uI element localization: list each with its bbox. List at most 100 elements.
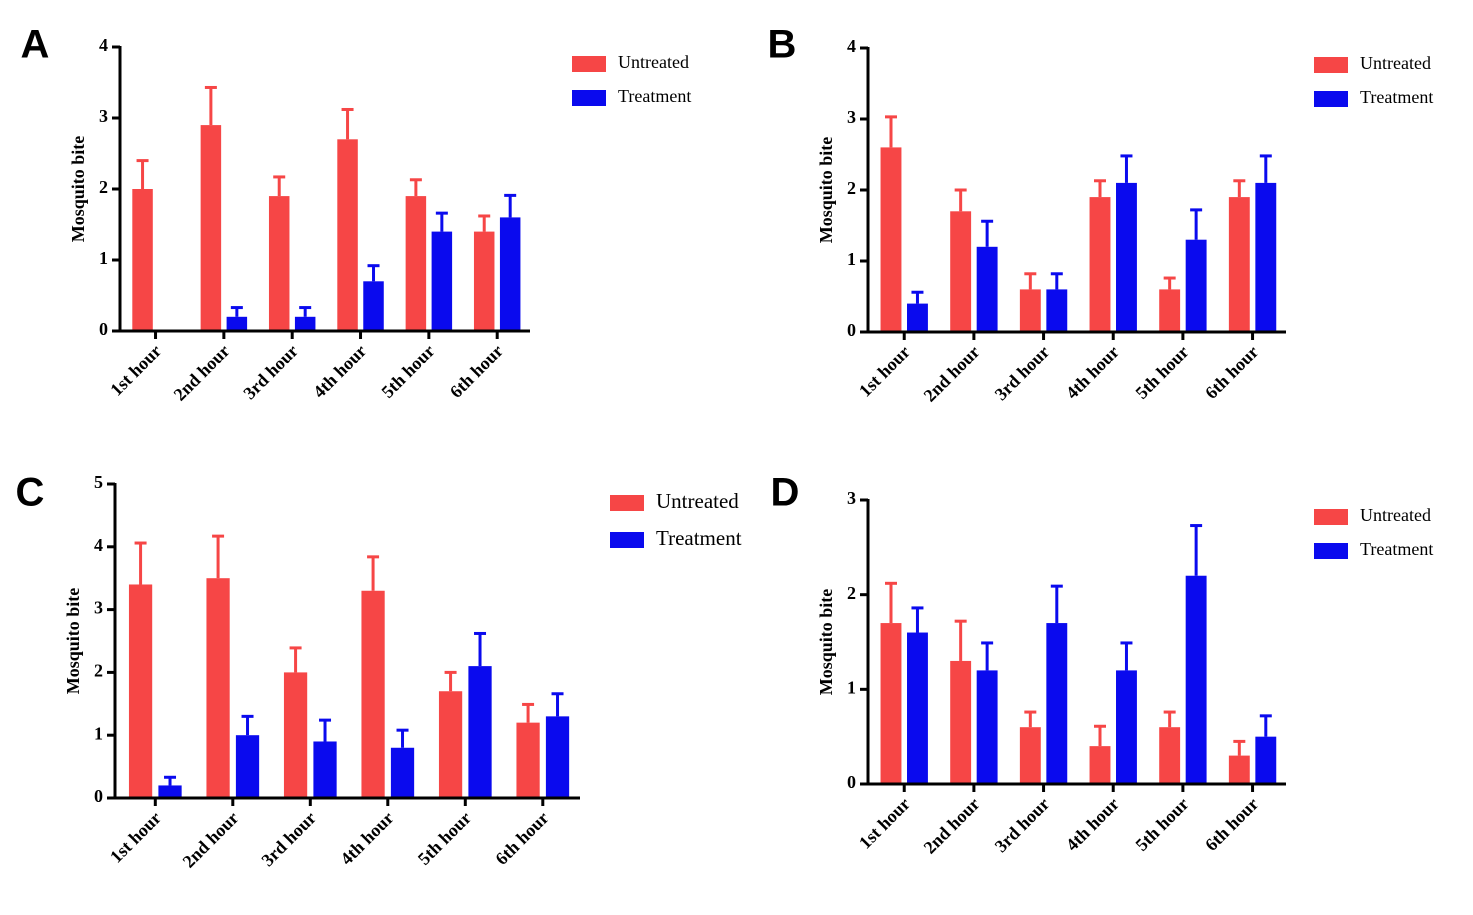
bar: [880, 623, 902, 784]
y-tick-label: 5: [94, 472, 103, 492]
bar: [206, 578, 230, 798]
error-bar: [136, 159, 149, 189]
bar: [361, 590, 385, 798]
error-bar: [1120, 154, 1133, 183]
bar: [545, 716, 570, 798]
error-bar: [409, 178, 422, 197]
error-bar: [981, 641, 994, 671]
bar: [950, 660, 972, 784]
bar: [405, 196, 427, 331]
legend-label: Treatment: [1360, 539, 1433, 559]
legend-swatch: [1314, 543, 1348, 559]
legend-label: Treatment: [618, 86, 691, 106]
bar: [363, 281, 384, 331]
bar: [1089, 746, 1111, 784]
error-bar: [435, 211, 448, 232]
x-tick-label: 1st hour: [106, 341, 165, 400]
y-tick-label: 4: [94, 535, 103, 555]
y-axis-label: Mosquito bite: [63, 588, 83, 695]
bar: [235, 735, 260, 798]
error-bar: [1259, 154, 1272, 183]
panel-label: B: [768, 23, 797, 67]
bar: [1019, 727, 1041, 784]
y-tick-label: 1: [94, 723, 103, 743]
error-bar: [396, 728, 409, 748]
error-bar: [1259, 714, 1272, 737]
x-tick-label: 2nd hour: [920, 794, 984, 858]
bar: [468, 666, 492, 798]
bar: [907, 632, 928, 784]
bar: [880, 147, 902, 332]
bar: [294, 316, 316, 331]
bar: [1159, 289, 1181, 332]
error-bar: [911, 606, 924, 633]
error-bar: [954, 619, 967, 661]
bar: [158, 785, 182, 798]
x-tick-label: 6th hour: [446, 341, 507, 402]
bar: [438, 691, 463, 798]
x-tick-label: 6th hour: [1201, 342, 1262, 403]
bar: [1019, 289, 1041, 332]
bar: [907, 303, 928, 332]
y-tick-label: 4: [99, 35, 108, 55]
error-bar: [367, 555, 380, 591]
error-bar: [954, 188, 967, 212]
x-tick-label: 4th hour: [1062, 794, 1123, 855]
x-tick-label: 5th hour: [377, 341, 438, 402]
bar: [390, 747, 415, 798]
error-bar: [884, 581, 897, 624]
y-tick-label: 0: [94, 786, 103, 806]
error-bar: [522, 702, 535, 723]
error-bar: [981, 219, 994, 247]
bar: [976, 670, 998, 784]
bar: [1255, 182, 1277, 332]
error-bar: [444, 670, 457, 692]
error-bar: [1024, 710, 1037, 728]
bar: [1046, 289, 1068, 332]
x-tick-label: 3rd hour: [239, 341, 302, 404]
x-tick-label: 4th hour: [1062, 342, 1123, 403]
bar: [128, 584, 153, 798]
panel-label: C: [16, 471, 45, 515]
error-bar: [164, 775, 177, 786]
legend-label: Treatment: [656, 526, 742, 550]
bar: [950, 211, 972, 332]
bar: [499, 217, 521, 331]
error-bar: [1163, 276, 1176, 290]
bar: [268, 196, 290, 331]
error-bar: [1233, 179, 1246, 198]
x-tick-label: 1st hour: [106, 808, 165, 867]
y-axis-label: Mosquito bite: [816, 589, 836, 696]
error-bar: [474, 631, 487, 667]
y-tick-label: 2: [99, 177, 108, 197]
legend-label: Untreated: [656, 489, 739, 513]
x-tick-label: 4th hour: [336, 808, 397, 869]
legend-swatch: [1314, 509, 1348, 525]
y-tick-label: 3: [94, 598, 103, 618]
y-tick-label: 1: [847, 249, 856, 269]
bar: [431, 231, 453, 331]
legend-swatch: [610, 532, 644, 548]
y-tick-label: 0: [847, 772, 856, 792]
legend-swatch: [1314, 91, 1348, 107]
x-tick-label: 2nd hour: [920, 342, 984, 406]
y-tick-label: 0: [99, 319, 108, 339]
bar: [283, 672, 308, 798]
y-tick-label: 1: [99, 248, 108, 268]
error-bar: [884, 115, 897, 148]
bar: [1228, 755, 1250, 784]
bar: [1228, 197, 1250, 332]
bar: [226, 316, 248, 331]
bar: [473, 231, 495, 331]
bar: [516, 722, 540, 798]
error-bar: [341, 107, 354, 140]
error-bar: [212, 534, 225, 579]
x-tick-label: 2nd hour: [179, 808, 243, 872]
y-axis-label: Mosquito bite: [68, 136, 88, 243]
x-tick-label: 6th hour: [491, 808, 552, 869]
legend-label: Untreated: [618, 52, 689, 72]
x-tick-label: 6th hour: [1201, 794, 1262, 855]
x-tick-label: 4th hour: [309, 341, 370, 402]
error-bar: [289, 646, 302, 673]
legend-swatch: [1314, 57, 1348, 73]
